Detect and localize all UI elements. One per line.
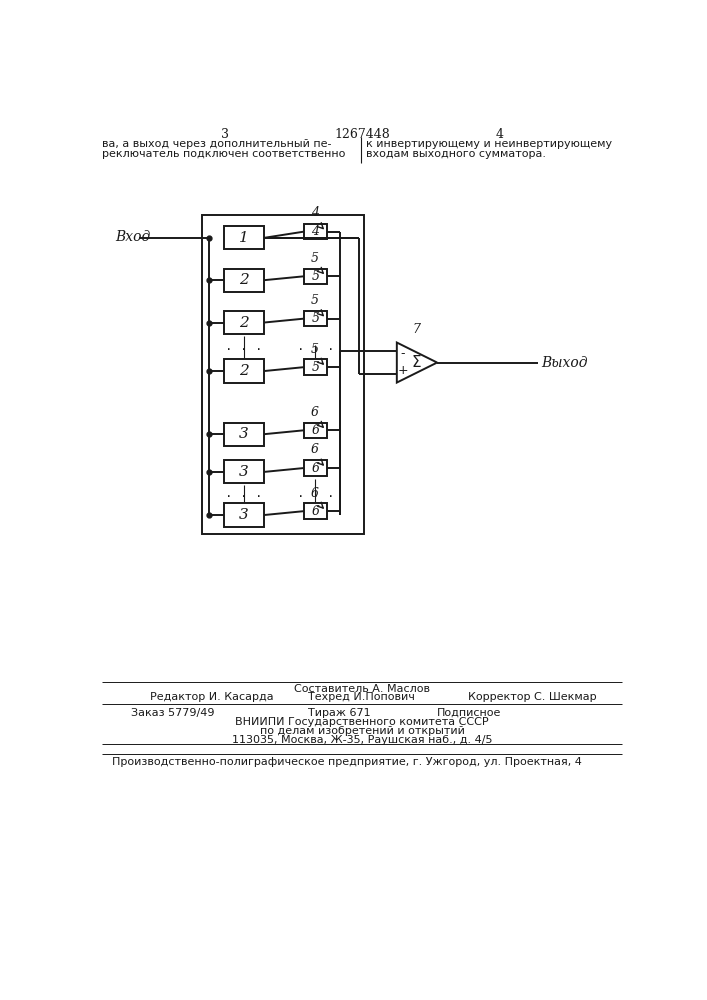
Text: 3: 3 xyxy=(239,427,249,441)
Text: Редактор И. Касарда: Редактор И. Касарда xyxy=(151,692,274,702)
Text: 6: 6 xyxy=(310,487,319,500)
Text: 2: 2 xyxy=(239,273,249,287)
Bar xyxy=(304,423,327,438)
Text: 6: 6 xyxy=(312,505,320,518)
Text: 7: 7 xyxy=(413,323,421,336)
Text: Σ: Σ xyxy=(411,355,421,370)
Bar xyxy=(224,359,264,383)
Text: 2: 2 xyxy=(239,316,249,330)
Text: к инвертирующему и неинвертирующему: к инвертирующему и неинвертирующему xyxy=(366,139,612,149)
Text: 5: 5 xyxy=(312,312,320,325)
Bar xyxy=(304,359,327,375)
Bar xyxy=(304,269,327,284)
Text: 6: 6 xyxy=(310,443,319,456)
Bar xyxy=(224,460,264,483)
Bar xyxy=(224,311,264,334)
Text: 4: 4 xyxy=(495,128,503,141)
Text: . . .: . . . xyxy=(297,487,334,500)
Bar xyxy=(224,423,264,446)
Bar xyxy=(224,269,264,292)
Bar xyxy=(224,503,264,527)
Text: +: + xyxy=(398,364,409,377)
Text: Производственно-полиграфическое предприятие, г. Ужгород, ул. Проектная, 4: Производственно-полиграфическое предприя… xyxy=(112,757,581,767)
Text: Заказ 5779/49: Заказ 5779/49 xyxy=(131,708,214,718)
Text: ВНИИПИ Государственного комитета СССР: ВНИИПИ Государственного комитета СССР xyxy=(235,717,489,727)
Text: 5: 5 xyxy=(310,343,319,356)
Bar xyxy=(304,503,327,519)
Text: Составитель А. Маслов: Составитель А. Маслов xyxy=(294,684,430,694)
Text: 6: 6 xyxy=(312,462,320,475)
Text: Техред И.Попович: Техред И.Попович xyxy=(308,692,414,702)
Text: Тираж 671: Тираж 671 xyxy=(308,708,370,718)
Text: Корректор С. Шекмар: Корректор С. Шекмар xyxy=(468,692,597,702)
Text: 6: 6 xyxy=(312,424,320,437)
Text: 3: 3 xyxy=(239,508,249,522)
Text: 5: 5 xyxy=(310,294,319,307)
Text: . . .: . . . xyxy=(226,487,263,500)
Text: 3: 3 xyxy=(221,128,229,141)
Text: 5: 5 xyxy=(312,361,320,374)
Text: Выход: Выход xyxy=(541,356,588,370)
Text: по делам изобретений и открытий: по делам изобретений и открытий xyxy=(259,726,464,736)
Text: 6: 6 xyxy=(310,406,319,419)
Text: реключатель подключен соответственно: реключатель подключен соответственно xyxy=(103,149,346,159)
Text: -: - xyxy=(401,347,405,360)
Text: 4: 4 xyxy=(312,206,320,219)
Bar xyxy=(202,215,363,534)
Bar xyxy=(304,311,327,326)
Text: 5: 5 xyxy=(310,252,319,265)
Bar xyxy=(304,460,327,476)
Text: Вход: Вход xyxy=(115,230,151,244)
Text: 5: 5 xyxy=(312,270,320,283)
Text: . . .: . . . xyxy=(297,340,334,353)
Text: 3: 3 xyxy=(239,465,249,479)
Text: 4: 4 xyxy=(312,225,320,238)
Bar xyxy=(304,224,327,239)
Text: 1267448: 1267448 xyxy=(334,128,390,141)
Text: входам выходного сумматора.: входам выходного сумматора. xyxy=(366,149,546,159)
Text: 113035, Москва, Ж-35, Раушская наб., д. 4/5: 113035, Москва, Ж-35, Раушская наб., д. … xyxy=(232,735,492,745)
Text: ва, а выход через дополнительный пе-: ва, а выход через дополнительный пе- xyxy=(103,139,332,149)
Bar xyxy=(224,226,264,249)
Text: . . .: . . . xyxy=(226,340,263,353)
Text: 1: 1 xyxy=(239,231,249,245)
Text: Подписное: Подписное xyxy=(437,708,501,718)
Text: 2: 2 xyxy=(239,364,249,378)
